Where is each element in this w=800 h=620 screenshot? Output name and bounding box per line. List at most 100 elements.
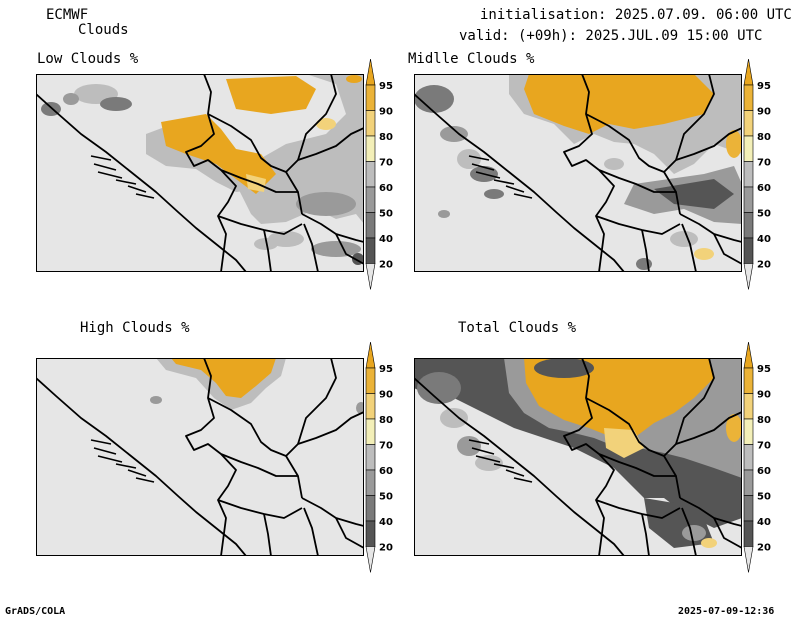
cloud-area bbox=[475, 455, 503, 471]
colorbar-segment bbox=[743, 393, 754, 420]
cloud-area bbox=[524, 358, 714, 438]
cloud-area bbox=[457, 436, 481, 456]
colorbar-segment bbox=[365, 84, 376, 111]
colorbar-segment bbox=[365, 135, 376, 162]
colorbar-label: 90 bbox=[379, 390, 393, 401]
colorbar-label: 70 bbox=[757, 441, 771, 452]
cloud-area bbox=[346, 75, 362, 83]
colorbar-label: 95 bbox=[757, 364, 771, 375]
colorbar-label: 20 bbox=[757, 543, 771, 554]
colorbar-label: 60 bbox=[379, 466, 393, 477]
country-borders bbox=[414, 358, 742, 556]
colorbar-label: 50 bbox=[379, 492, 393, 503]
colorbar-total: 95 90 80 70 60 50 40 20 bbox=[742, 341, 782, 578]
cloud-area bbox=[440, 408, 468, 428]
map-frame bbox=[36, 358, 364, 556]
colorbar-label: 60 bbox=[379, 183, 393, 194]
colorbar-segment bbox=[743, 135, 754, 162]
cloud-area bbox=[694, 248, 714, 260]
colorbar-top-triangle bbox=[743, 58, 754, 86]
colorbar-bottom-triangle bbox=[743, 546, 754, 573]
cloud-area bbox=[100, 97, 132, 111]
colorbar-top-triangle bbox=[365, 58, 376, 86]
total-clouds-title: Total Clouds % bbox=[458, 320, 577, 336]
colorbar-segment bbox=[365, 469, 376, 496]
colorbar-top-triangle bbox=[743, 341, 754, 369]
colorbar-bottom-triangle bbox=[365, 263, 376, 290]
colorbar-segment bbox=[365, 161, 376, 188]
colorbar-segment bbox=[743, 367, 754, 394]
colorbar-segment bbox=[365, 110, 376, 137]
colorbar-segment bbox=[743, 418, 754, 445]
map-frame bbox=[414, 358, 742, 556]
cloud-area bbox=[701, 538, 717, 548]
colorbar-segment bbox=[743, 84, 754, 111]
colorbar-segment bbox=[365, 418, 376, 445]
cloud-area bbox=[604, 428, 644, 458]
model-label: ECMWF bbox=[46, 7, 89, 23]
islands bbox=[468, 439, 533, 483]
middle-clouds-title: Midlle Clouds % bbox=[408, 51, 535, 67]
colorbar-segment bbox=[743, 237, 754, 264]
map-frame bbox=[36, 74, 364, 272]
cloud-area bbox=[226, 76, 316, 114]
colorbar-label: 40 bbox=[379, 517, 393, 528]
country-borders bbox=[36, 74, 364, 272]
product-label: Clouds bbox=[78, 22, 129, 38]
colorbar-low: 95 90 80 70 60 50 40 20 bbox=[364, 58, 404, 295]
cloud-area bbox=[682, 525, 706, 541]
cloud-area bbox=[654, 179, 734, 209]
colorbar-segment bbox=[365, 520, 376, 547]
colorbar-label: 95 bbox=[379, 81, 393, 92]
cloud-area bbox=[150, 396, 162, 404]
colorbar-label: 60 bbox=[757, 466, 771, 477]
colorbar-label: 70 bbox=[379, 441, 393, 452]
cloud-area bbox=[534, 358, 594, 378]
valid-time: valid: (+09h): 2025.JUL.09 15:00 UTC bbox=[459, 28, 763, 44]
middle-clouds-map bbox=[414, 74, 742, 272]
cloud-area bbox=[726, 130, 742, 158]
high-clouds-title: High Clouds % bbox=[80, 320, 190, 336]
colorbar-segment bbox=[365, 495, 376, 522]
colorbar-segment bbox=[365, 237, 376, 264]
colorbar-segment bbox=[365, 186, 376, 213]
country-borders bbox=[36, 358, 364, 556]
cloud-area bbox=[161, 114, 276, 194]
colorbar-segment bbox=[743, 469, 754, 496]
cloud-area bbox=[636, 258, 652, 270]
colorbar-high: 95 90 80 70 60 50 40 20 bbox=[364, 341, 404, 578]
cloud-area bbox=[440, 126, 468, 142]
colorbar-label: 95 bbox=[757, 81, 771, 92]
colorbar-label: 50 bbox=[757, 209, 771, 220]
cloud-area bbox=[524, 74, 714, 134]
colorbar-segment bbox=[743, 110, 754, 137]
cloud-area bbox=[604, 158, 624, 170]
colorbar-label: 20 bbox=[379, 543, 393, 554]
low-clouds-map bbox=[36, 74, 364, 272]
cloud-area bbox=[414, 85, 454, 113]
colorbar-segment bbox=[743, 495, 754, 522]
footer-grads: GrADS/COLA bbox=[5, 606, 66, 617]
colorbar-middle: 95 90 80 70 60 50 40 20 bbox=[742, 58, 782, 295]
colorbar-segment bbox=[365, 367, 376, 394]
cloud-area bbox=[296, 192, 356, 216]
init-time: initialisation: 2025.07.09. 06:00 UTC bbox=[480, 7, 792, 23]
colorbar-label: 50 bbox=[379, 209, 393, 220]
colorbar-label: 80 bbox=[757, 132, 771, 143]
colorbar-label: 60 bbox=[757, 183, 771, 194]
colorbar-label: 90 bbox=[757, 390, 771, 401]
colorbar-label: 95 bbox=[379, 364, 393, 375]
cloud-area bbox=[316, 118, 336, 130]
cloud-area bbox=[417, 372, 461, 404]
colorbar-label: 20 bbox=[379, 260, 393, 271]
cloud-area bbox=[171, 358, 276, 398]
cloud-area bbox=[311, 241, 361, 257]
islands bbox=[468, 155, 533, 199]
colorbar-label: 80 bbox=[757, 415, 771, 426]
islands bbox=[90, 155, 155, 199]
colorbar-label: 20 bbox=[757, 260, 771, 271]
colorbar-segment bbox=[365, 212, 376, 239]
low-clouds-title: Low Clouds % bbox=[37, 51, 139, 67]
colorbar-bottom-triangle bbox=[365, 546, 376, 573]
colorbar-bottom-triangle bbox=[743, 263, 754, 290]
